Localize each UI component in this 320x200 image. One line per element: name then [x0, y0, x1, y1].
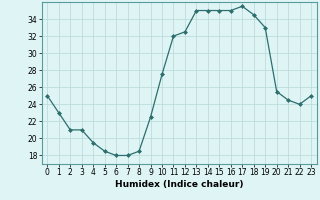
X-axis label: Humidex (Indice chaleur): Humidex (Indice chaleur) [115, 180, 244, 189]
